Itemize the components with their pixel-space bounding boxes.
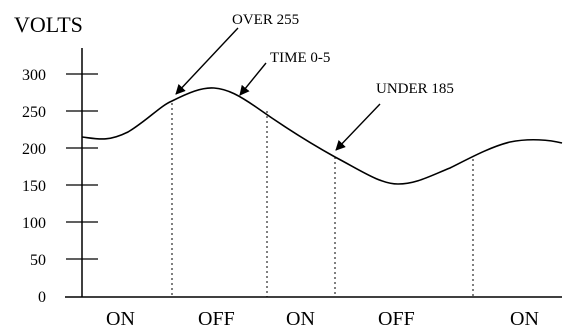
y-tick-label: 100	[22, 215, 46, 232]
annotation-under: UNDER 185	[376, 81, 454, 97]
y-tick-label: 250	[22, 104, 46, 121]
y-tick-label: 150	[22, 178, 46, 195]
annotation-arrow-time	[239, 62, 267, 96]
state-label: OFF	[198, 308, 235, 330]
y-tick-label: 50	[30, 252, 46, 269]
state-label: ON	[510, 308, 539, 330]
annotation-arrow-over	[175, 27, 239, 95]
y-tick-label: 200	[22, 141, 46, 158]
annotation-arrow-under	[335, 103, 381, 151]
state-label: ON	[286, 308, 315, 330]
voltage-curve	[81, 87, 563, 185]
y-tick-label: 300	[22, 67, 46, 84]
y-tick-label: 0	[38, 289, 46, 306]
state-label: OFF	[378, 308, 415, 330]
annotation-time: TIME 0-5	[270, 50, 330, 66]
annotation-over: OVER 255	[232, 12, 299, 28]
y-axis-label: VOLTS	[14, 12, 83, 37]
state-label: ON	[106, 308, 135, 330]
